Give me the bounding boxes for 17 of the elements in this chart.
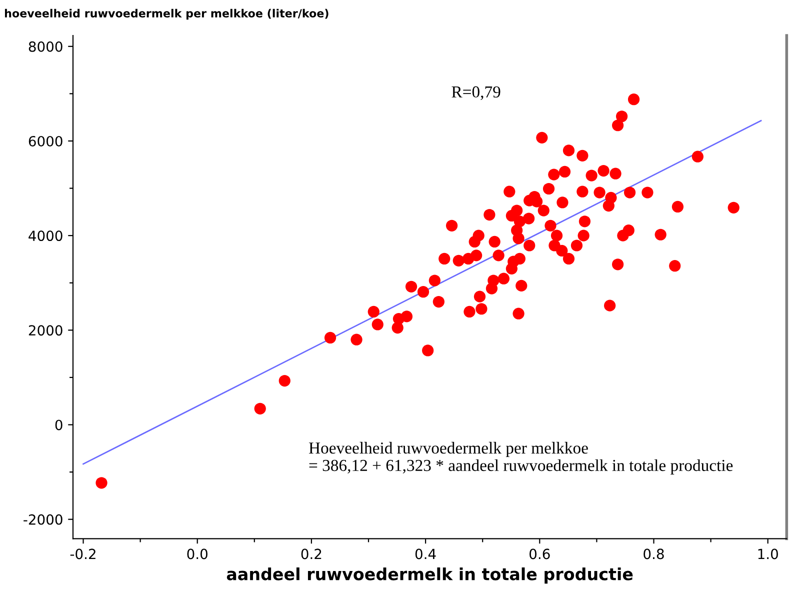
x-tick-label: 0.6 [530,548,550,560]
y-tick-label: 2000 [28,325,62,336]
y-tick-label: -2000 [24,514,62,525]
x-tick-label: 0.4 [415,548,436,560]
y-axis-title: hoeveelheid ruwvoedermelk per melkkoe (liter/koe) [4,8,328,20]
y-tick-label: 0 [55,420,62,430]
x-tick-label: 0.0 [187,548,208,560]
y-tick-label: 6000 [28,136,62,146]
x-tick-label: -0.2 [70,548,96,560]
x-tick-label: 0.2 [301,548,322,560]
x-tick-label: 1.0 [758,548,778,560]
x-tick-label: 0.8 [644,548,664,560]
annotation: R=0,79 [452,86,500,100]
y-tick-label: 4000 [28,230,62,242]
annotation: Hoeveelheid ruwvoedermelk per melkkoe = 386,12 + 61,323 * aandeel ruwvoedermelk in totale productie [308,442,733,474]
y-tick-label: 8000 [28,41,62,52]
x-axis-title: aandeel ruwvoedermelk in totale productie [226,567,633,584]
